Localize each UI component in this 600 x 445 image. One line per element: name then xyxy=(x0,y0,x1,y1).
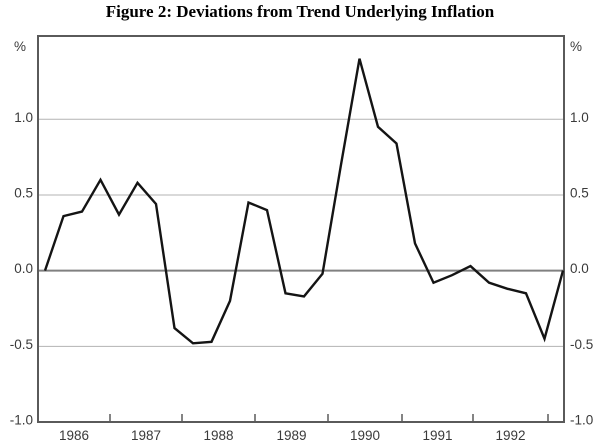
y-tick-label-left: 0.0 xyxy=(14,261,33,276)
percent-label-left: % xyxy=(14,39,26,54)
data-line xyxy=(43,58,565,345)
x-tick-label: 1986 xyxy=(59,428,89,443)
x-tick-label: 1988 xyxy=(203,428,233,443)
x-tick-label: 1990 xyxy=(350,428,380,443)
x-tick-label: 1992 xyxy=(495,428,525,443)
y-tick-label-right: 0.5 xyxy=(570,185,589,200)
x-tick-label: 1989 xyxy=(276,428,306,443)
percent-label-right: % xyxy=(570,39,582,54)
y-tick-label-right: 0.0 xyxy=(570,261,589,276)
y-tick-label-left: -0.5 xyxy=(10,337,33,352)
y-tick-label-left: -1.0 xyxy=(10,413,33,428)
x-tick-label: 1991 xyxy=(422,428,452,443)
y-tick-label-right: -0.5 xyxy=(570,337,593,352)
plot-frame xyxy=(37,35,565,423)
x-tick-label: 1987 xyxy=(131,428,161,443)
y-tick-label-left: 0.5 xyxy=(14,185,33,200)
y-tick-label-right: -1.0 xyxy=(570,413,593,428)
chart-title: Figure 2: Deviations from Trend Underlyi… xyxy=(105,2,495,21)
y-tick-label-left: 1.0 xyxy=(14,110,33,125)
y-tick-label-right: 1.0 xyxy=(570,110,589,125)
